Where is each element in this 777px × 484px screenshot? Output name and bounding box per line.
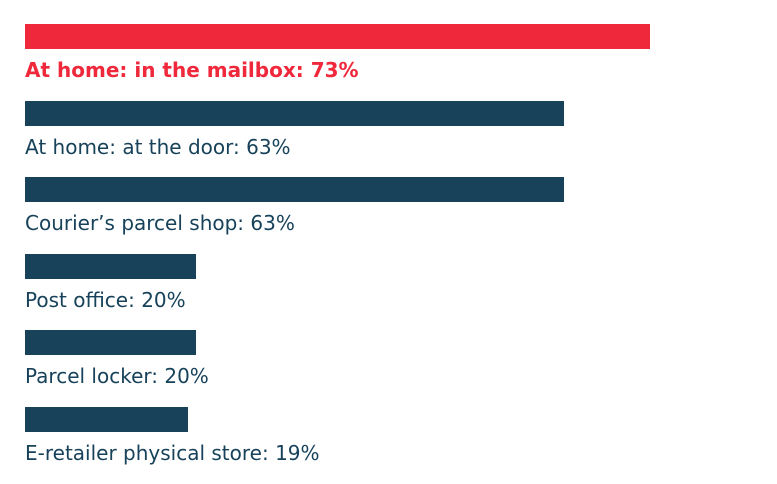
value-label: 73% <box>310 58 359 82</box>
category-label: At home: in the mailbox: <box>25 58 304 82</box>
value-label: 20% <box>141 287 186 312</box>
category-label: E-retailer physical store: <box>25 440 269 465</box>
category-label: Parcel locker: <box>25 364 158 388</box>
bar-row: Post office: 20% <box>25 253 197 312</box>
bar-label: At home: at the door: 63% <box>25 135 564 159</box>
bar-row: E-retailer physical store: 19% <box>25 406 320 465</box>
bar <box>25 100 565 126</box>
category-label: At home: at the door: <box>25 134 240 159</box>
bar-label: E-retailer physical store: 19% <box>25 441 320 465</box>
value-label: 63% <box>246 134 291 159</box>
bar <box>25 24 650 49</box>
bar <box>25 177 565 202</box>
value-label: 19% <box>275 440 320 465</box>
category-label: Courier’s parcel shop: <box>25 211 245 235</box>
bar-label: Courier’s parcel shop: 63% <box>25 211 564 235</box>
bar-label: Post office: 20% <box>25 288 196 312</box>
bar <box>25 253 197 279</box>
bar-row: Parcel locker: 20% <box>25 330 209 388</box>
bar <box>25 330 197 355</box>
value-label: 63% <box>250 211 295 235</box>
bar-row: Courier’s parcel shop: 63% <box>25 177 565 235</box>
category-label: Post office: <box>25 287 135 312</box>
bar-row: At home: in the mailbox: 73% <box>25 24 650 82</box>
bar-row: At home: at the door: 63% <box>25 100 565 159</box>
value-label: 20% <box>164 364 209 388</box>
bar-label: Parcel locker: 20% <box>25 364 209 388</box>
bar <box>25 406 188 432</box>
bar-label: At home: in the mailbox: 73% <box>25 58 650 82</box>
